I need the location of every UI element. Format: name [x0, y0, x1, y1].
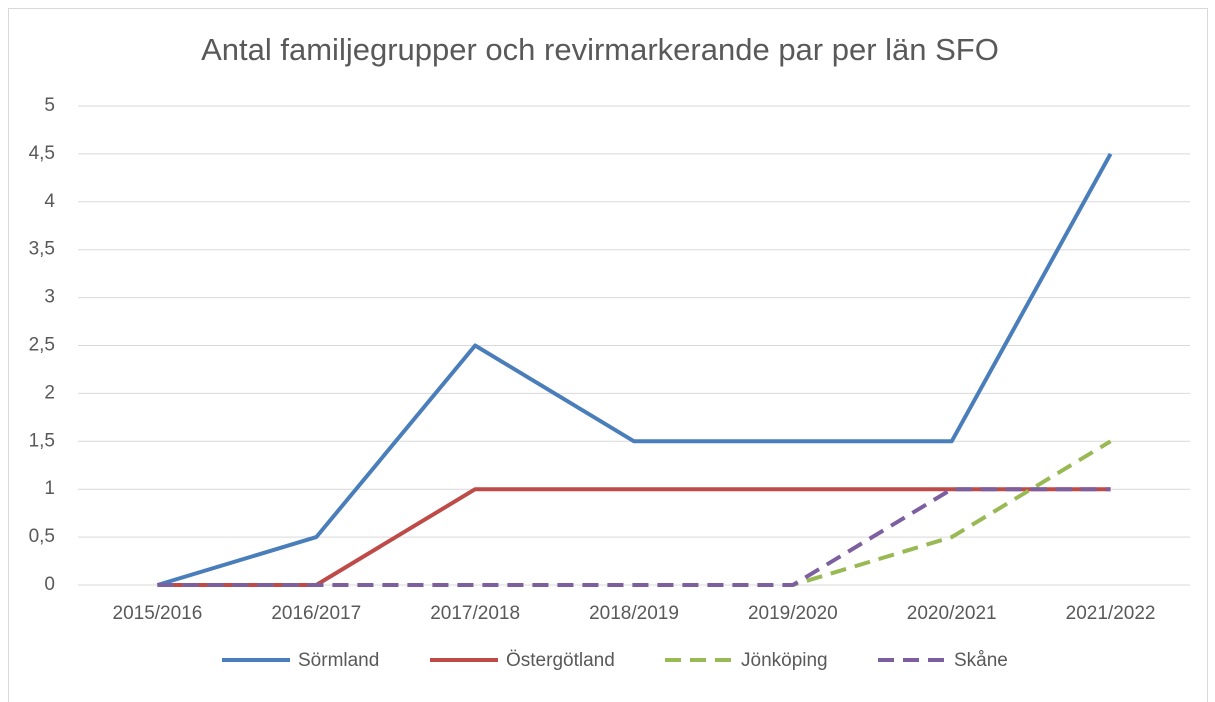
y-tick-label: 5: [44, 95, 55, 116]
legend-label: Skåne: [954, 650, 1008, 671]
x-tick-label: 2017/2018: [430, 603, 520, 624]
chart-frame: [8, 8, 1208, 702]
x-tick-label: 2019/2020: [748, 603, 838, 624]
x-tick-label: 2016/2017: [271, 603, 361, 624]
series-line: [157, 487, 1111, 587]
y-tick-label: 0,5: [29, 526, 55, 547]
y-tick-label: 4: [44, 191, 55, 212]
series-line: [156, 152, 1113, 587]
x-tick-label: 2020/2021: [907, 603, 997, 624]
x-tick-label: 2015/2016: [113, 603, 203, 624]
y-tick-label: 1: [44, 478, 55, 499]
legend-label: Jönköping: [741, 650, 828, 671]
y-tick-label: 0: [44, 574, 55, 595]
y-tick-label: 3,5: [29, 239, 55, 260]
y-tick-label: 2,5: [29, 335, 55, 356]
x-tick-label: 2018/2019: [589, 603, 679, 624]
x-tick-label: 2021/2022: [1066, 603, 1156, 624]
y-tick-label: 3: [44, 287, 55, 308]
chart-title: Antal familjegrupper och revirmarkerande…: [201, 32, 999, 67]
y-tick-label: 1,5: [29, 430, 55, 451]
legend-label: Östergötland: [506, 650, 615, 671]
legend-label: Sörmland: [298, 650, 379, 671]
y-tick-label: 2: [44, 382, 55, 403]
y-tick-label: 4,5: [29, 143, 55, 164]
